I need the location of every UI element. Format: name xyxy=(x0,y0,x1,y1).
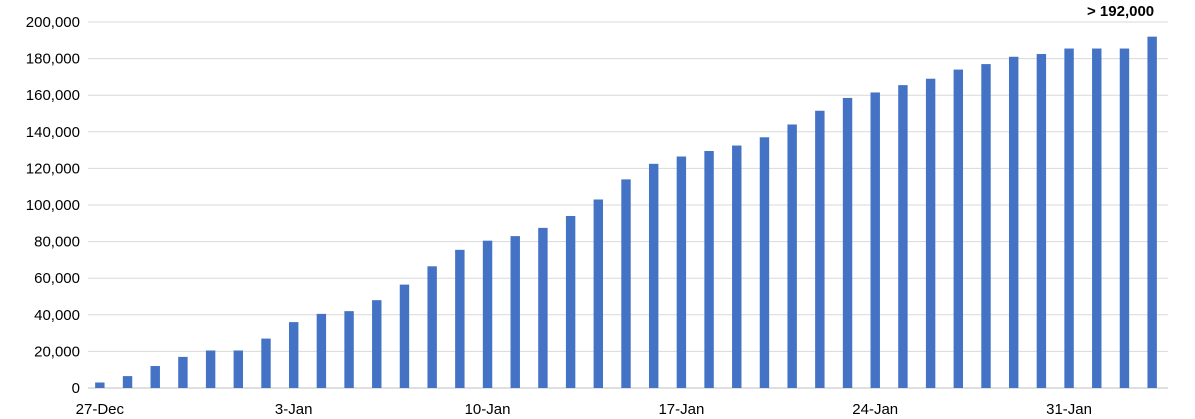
bar xyxy=(732,145,742,388)
bar xyxy=(455,249,465,388)
x-axis-tick-labels: 27-Dec 3-Jan 10-Jan 17-Jan 24-Jan 31-Jan xyxy=(76,401,1092,418)
bar xyxy=(316,313,327,388)
bar xyxy=(1147,36,1157,388)
bar xyxy=(1092,48,1102,388)
bar xyxy=(648,163,659,388)
y-tick-label: 180,000 xyxy=(26,51,80,68)
bar xyxy=(759,137,770,388)
y-tick-label: 100,000 xyxy=(26,197,80,214)
bar xyxy=(1064,48,1074,388)
y-tick-label: 40,000 xyxy=(34,307,80,324)
bar xyxy=(593,199,604,388)
bar xyxy=(565,215,576,388)
bar xyxy=(150,366,160,388)
bar xyxy=(427,266,437,388)
y-tick-label: 120,000 xyxy=(26,160,80,177)
bar xyxy=(704,151,714,388)
bar xyxy=(815,110,825,388)
x-tick-label: 31-Jan xyxy=(1046,401,1092,418)
bar xyxy=(981,64,991,388)
bar xyxy=(261,338,271,388)
x-tick-label: 17-Jan xyxy=(658,401,704,418)
y-tick-label: 20,000 xyxy=(34,343,80,360)
y-tick-label: 140,000 xyxy=(26,124,80,141)
bar xyxy=(621,179,631,388)
bar xyxy=(233,350,244,388)
y-axis-tick-labels: 0 20,000 40,000 60,000 80,000 100,000 120,000 1… xyxy=(26,14,80,397)
y-tick-label: 200,000 xyxy=(26,14,80,31)
bar xyxy=(870,92,880,388)
y-tick-label: 80,000 xyxy=(34,234,80,251)
x-tick-label: 3-Jan xyxy=(275,401,313,418)
bar xyxy=(1036,54,1047,389)
bar xyxy=(1119,48,1130,388)
annotations: > 192,000 xyxy=(1087,3,1154,20)
bar xyxy=(676,156,687,388)
y-tick-label: 160,000 xyxy=(26,87,80,104)
y-tick-label: 60,000 xyxy=(34,270,80,287)
bar xyxy=(538,227,548,388)
bar xyxy=(787,124,797,388)
x-tick-label: 10-Jan xyxy=(465,401,511,418)
bar xyxy=(288,322,299,388)
bar xyxy=(95,382,105,388)
bars xyxy=(95,36,1157,389)
x-tick-label: 27-Dec xyxy=(76,401,125,418)
bar xyxy=(122,376,133,388)
x-tick-label: 24-Jan xyxy=(852,401,898,418)
bar xyxy=(842,97,853,388)
bar xyxy=(205,350,216,388)
bar xyxy=(482,240,493,388)
bar xyxy=(344,311,354,388)
bar xyxy=(178,356,188,388)
bar xyxy=(925,78,936,388)
bar xyxy=(953,69,964,388)
bar xyxy=(1008,56,1019,389)
y-tick-label: 0 xyxy=(72,380,80,397)
bar xyxy=(510,236,520,388)
bar xyxy=(372,300,382,388)
data-label-annotation: > 192,000 xyxy=(1087,3,1154,20)
bar xyxy=(898,85,908,388)
bar xyxy=(399,284,410,388)
